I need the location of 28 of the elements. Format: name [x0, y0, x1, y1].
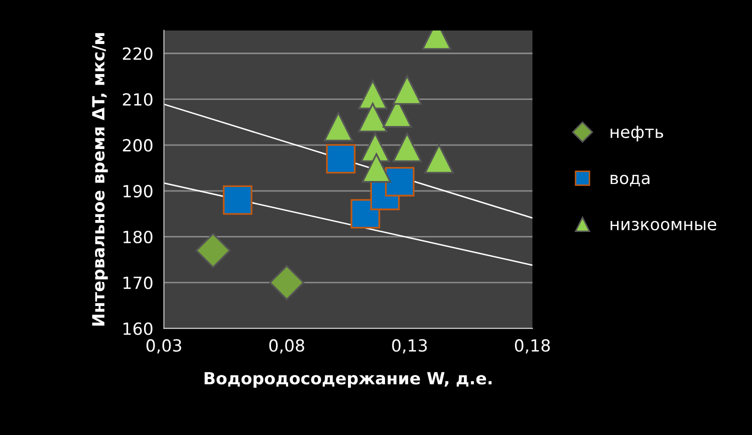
y-tick-label: 160 [124, 322, 152, 335]
point [196, 232, 231, 268]
point [362, 153, 392, 183]
x-tick-label: 0,18 [514, 339, 550, 354]
y-tick-label: 170 [124, 276, 152, 290]
x-tick-label: 0,13 [392, 339, 427, 354]
point [424, 144, 454, 174]
x-axis-title: Водородосодержание W, д.е. [204, 372, 492, 388]
point [324, 112, 354, 142]
y-tick-label: 220 [122, 47, 152, 60]
point [385, 167, 414, 196]
legend-label: низкоомные [610, 220, 716, 230]
x-tick-label: 0,03 [146, 339, 182, 354]
point [358, 102, 388, 132]
legend-label: нефть [610, 126, 664, 142]
x-tick-label: 0,08 [269, 339, 304, 354]
y-tick-label: 180 [124, 230, 152, 244]
legend-label: вода [610, 174, 650, 186]
point [269, 265, 304, 300]
y-axis-title: Интервальное время ΔT, мкс/м [92, 33, 108, 326]
y-tick-label: 210 [122, 93, 152, 106]
point [392, 132, 422, 162]
y-tick-label: 190 [124, 184, 152, 198]
point [358, 80, 388, 110]
point [326, 144, 356, 174]
point [222, 185, 252, 215]
y-tick-label: 200 [122, 139, 152, 152]
point [392, 75, 422, 105]
